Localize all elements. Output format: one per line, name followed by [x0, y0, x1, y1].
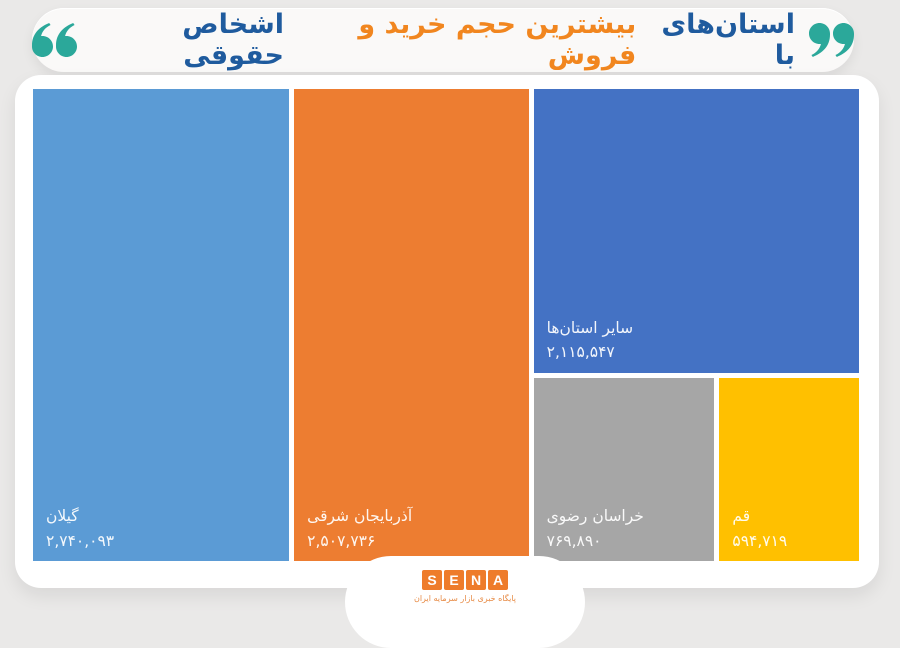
treemap-right-group: سایر استان‌ها ۲,۱۱۵,۵۴۷ خراسان رضوی ۷۶۹,…	[533, 89, 859, 561]
tile-label: سایر استان‌ها ۲,۱۱۵,۵۴۷	[546, 318, 634, 362]
treemap-tile-qom: قم ۵۹۴,۷۱۹	[719, 377, 859, 561]
treemap-tile-khorasan-razavi: خراسان رضوی ۷۶۹,۸۹۰	[533, 377, 715, 561]
sena-logo-tiles: S E N A	[422, 570, 508, 590]
chart-card: گیلان ۲,۷۴۰,۰۹۳ آذربایجان شرقی ۲,۵۰۷,۷۳۶…	[15, 75, 879, 588]
province-name: خراسان رضوی	[546, 507, 644, 525]
logo-letter: N	[466, 570, 486, 590]
title-segment: بیشترین حجم خرید و فروش	[358, 9, 637, 71]
treemap-chart: گیلان ۲,۷۴۰,۰۹۳ آذربایجان شرقی ۲,۵۰۷,۷۳۶…	[33, 89, 859, 561]
logo-letter: E	[444, 570, 464, 590]
infographic: استان‌های با بیشترین حجم خرید و فروش اشخ…	[15, 8, 879, 648]
title-segment: استان‌های با	[661, 9, 795, 71]
logo-tagline: پایگاه خبری بازار سرمایه ایران	[413, 594, 517, 603]
tile-label: خراسان رضوی ۷۶۹,۸۹۰	[546, 507, 644, 550]
logo-letter: S	[422, 570, 442, 590]
province-name: گیلان	[46, 507, 79, 525]
tile-label: آذربایجان شرقی ۲,۵۰۷,۷۳۶	[307, 507, 413, 550]
quote-left-icon	[32, 23, 77, 57]
province-name: آذربایجان شرقی	[307, 507, 413, 525]
province-name: قم	[732, 507, 751, 525]
province-value: ۲,۵۰۷,۷۳۶	[307, 531, 376, 550]
sena-logo: S E N A پایگاه خبری بازار سرمایه ایران	[345, 570, 585, 603]
page-title: استان‌های با بیشترین حجم خرید و فروش اشخ…	[91, 9, 795, 71]
province-value: ۲,۱۱۵,۵۴۷	[546, 343, 615, 362]
treemap-tile-sayer-ostanha: سایر استان‌ها ۲,۱۱۵,۵۴۷	[533, 89, 859, 373]
province-value: ۷۶۹,۸۹۰	[546, 531, 602, 550]
title-banner: استان‌های با بیشترین حجم خرید و فروش اشخ…	[32, 8, 854, 72]
tile-label: قم ۵۹۴,۷۱۹	[732, 507, 788, 550]
province-value: ۵۹۴,۷۱۹	[732, 531, 788, 550]
treemap-bottom-row: خراسان رضوی ۷۶۹,۸۹۰ قم ۵۹۴,۷۱۹	[533, 377, 859, 561]
logo-letter: A	[488, 570, 508, 590]
title-segment: اشخاص حقوقی	[182, 9, 285, 71]
treemap-tile-azarbaijan-sharghi: آذربایجان شرقی ۲,۵۰۷,۷۳۶	[294, 89, 529, 561]
tile-label: گیلان ۲,۷۴۰,۰۹۳	[46, 507, 115, 550]
province-name: سایر استان‌ها	[546, 318, 634, 337]
province-value: ۲,۷۴۰,۰۹۳	[46, 531, 115, 550]
treemap-tile-gilan: گیلان ۲,۷۴۰,۰۹۳	[33, 89, 290, 561]
quote-right-icon	[809, 23, 854, 57]
